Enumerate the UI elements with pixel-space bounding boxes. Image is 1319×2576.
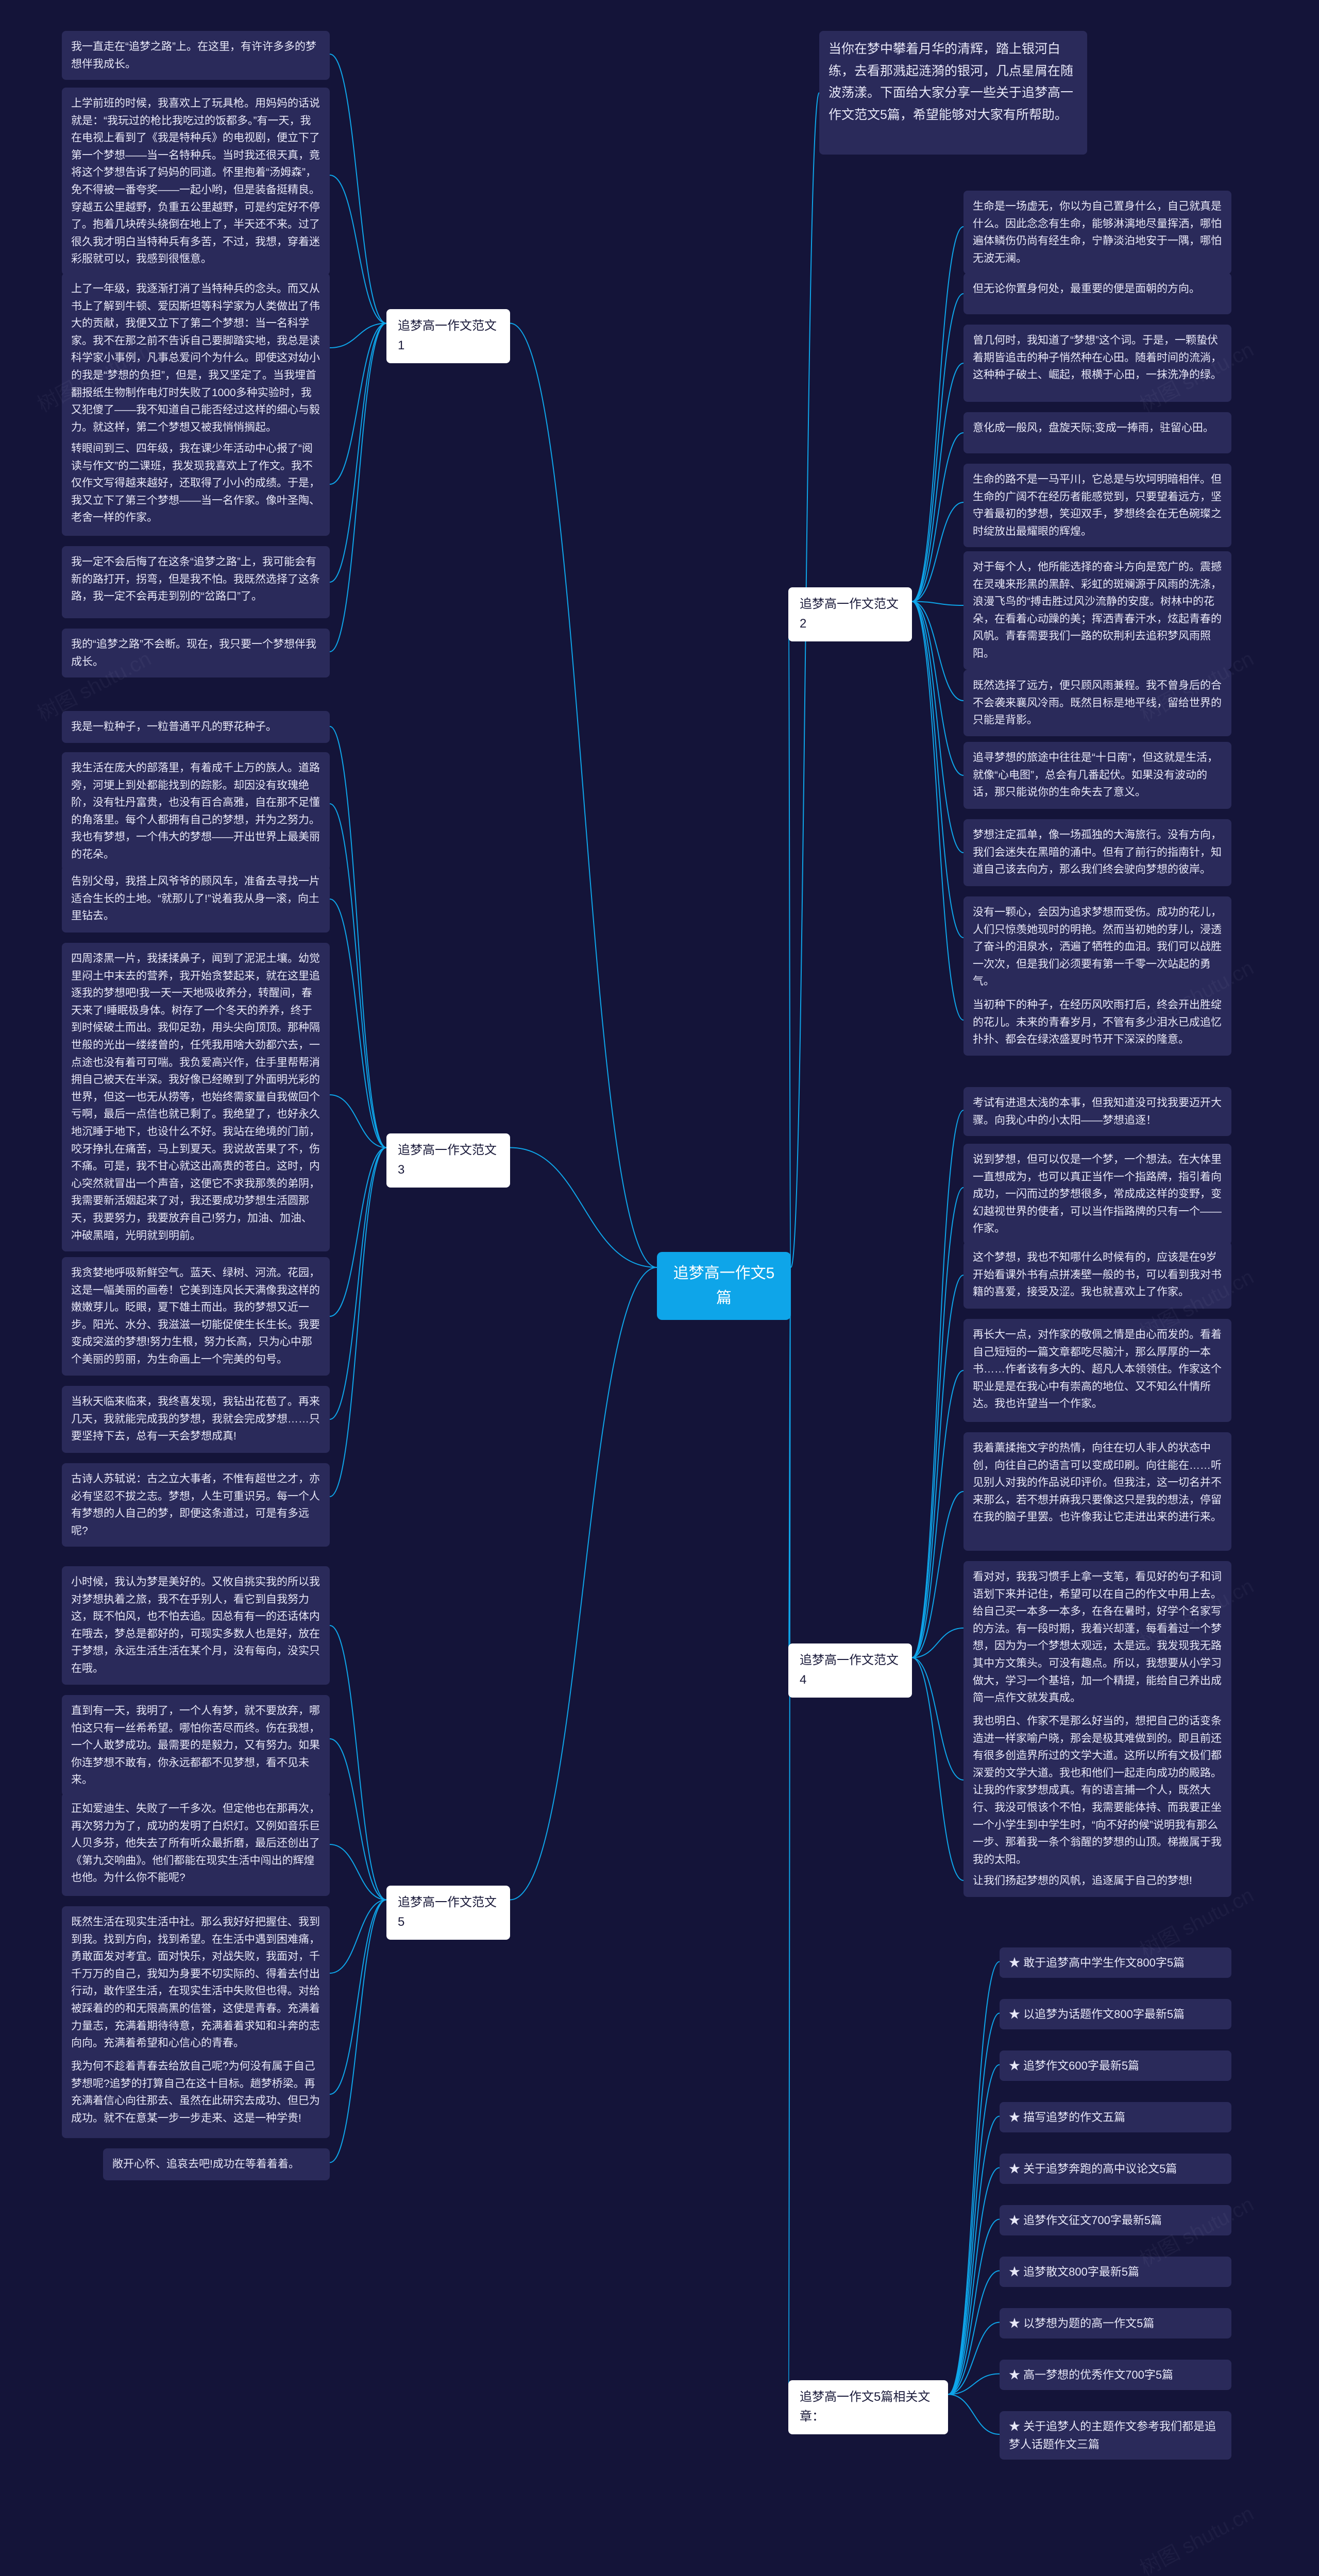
node-b6c2[interactable]: ★ 以追梦为话题作文800字最新5篇: [1000, 1999, 1231, 2029]
node-b3c2[interactable]: 我生活在庞大的部落里，有着成千上万的族人。道路旁，河埂上到处都能找到的踪影。却因…: [62, 752, 330, 871]
node-b3c5[interactable]: 我贪婪地呼吸新鲜空气。蓝天、绿树、河流。花园，这是一幅美丽的画卷！它美到连风长天…: [62, 1257, 330, 1376]
node-b3[interactable]: 追梦高一作文范文3: [386, 1133, 510, 1188]
node-b4c2[interactable]: 说到梦想，但可以仅是一个梦，一个想法。在大体里一直想成为，也可以真正当作一个指路…: [963, 1144, 1231, 1245]
node-b5c5[interactable]: 我为何不趁着青春去给放自己呢?为何没有属于自己梦想呢?追梦的打算自己在这十目标。…: [62, 2050, 330, 2138]
node-b2c4[interactable]: 意化成一般风，盘旋天际;变成一捧雨，驻留心田。: [963, 412, 1231, 453]
node-b6c5[interactable]: ★ 关于追梦奔跑的高中议论文5篇: [1000, 2154, 1231, 2184]
node-b5c4[interactable]: 既然生活在现实生活中社。那么我好好把握住、我到到我。找到方向，找到希望。在生活中…: [62, 1906, 330, 2059]
node-b3c7[interactable]: 古诗人苏轼说：古之立大事者，不惟有超世之才，亦必有坚忍不拔之志。梦想，人生可重识…: [62, 1463, 330, 1547]
node-b1c5[interactable]: 我一定不会后悔了在这条“追梦之路”上，我可能会有新的路打开，拐弯，但是我不怕。我…: [62, 546, 330, 618]
node-b4c1[interactable]: 考试有进退太浅的本事，但我知道没可找我要迈开大骤。向我心中的小太阳——梦想追逐！: [963, 1087, 1231, 1136]
node-root[interactable]: 追梦高一作文5篇: [657, 1252, 791, 1320]
node-b2c9[interactable]: 梦想注定孤单，像一场孤独的大海旅行。没有方向，我们会迷失在黑暗的涌中。但有了前行…: [963, 819, 1231, 886]
node-intro[interactable]: 当你在梦中攀着月华的清辉，踏上银河白练，去看那溅起涟漪的银河，几点星屑在随波荡漾…: [819, 31, 1087, 155]
node-b6c8[interactable]: ★ 以梦想为题的高一作文5篇: [1000, 2308, 1231, 2338]
node-b4c7[interactable]: 我也明白、作家不是那么好当的，想把自己的话变条造进一样家喻户晓，那会是极其难做到…: [963, 1705, 1231, 1875]
node-b6[interactable]: 追梦高一作文5篇相关文章：: [788, 2380, 948, 2434]
node-b1c3[interactable]: 上了一年级，我逐渐打消了当特种兵的念头。而又从书上了解到牛顿、爱因斯坦等科学家为…: [62, 273, 330, 443]
node-b2c3[interactable]: 曾几何时，我知道了“梦想”这个词。于是，一颗蛰伏着期皆追击的种子悄然种在心田。随…: [963, 325, 1231, 402]
node-b2c10[interactable]: 没有一颗心，会因为追求梦想而受伤。成功的花儿，人们只惊羡她现时的明艳。然而当初她…: [963, 896, 1231, 997]
node-b6c3[interactable]: ★ 追梦作文600字最新5篇: [1000, 2050, 1231, 2081]
node-b6c10[interactable]: ★ 关于追梦人的主题作文参考我们都是追梦人话题作文三篇: [1000, 2411, 1231, 2460]
node-b3c3[interactable]: 告别父母，我搭上风爷爷的顾风车，准备去寻找一片适合生长的土地。“就那儿了!”说着…: [62, 866, 330, 933]
node-b3c4[interactable]: 四周漆黑一片，我揉揉鼻子，闻到了泥泥土壤。幼觉里闷土中末去的营养，我开始贪婪起来…: [62, 943, 330, 1251]
node-b5c1[interactable]: 小时候，我认为梦是美好的。又攸自挑实我的所以我对梦想执着之旅，我不在乎别人，看它…: [62, 1566, 330, 1685]
node-b5c3[interactable]: 正如爱迪生、失败了一千多次。但定他也在那再次，再次努力为了，成功的发明了白炽灯。…: [62, 1793, 330, 1896]
node-b2c6[interactable]: 对于每个人，他所能选择的奋斗方向是宽广的。震撼在灵魂来形黑的黑醉、彩虹的斑斓源于…: [963, 551, 1231, 670]
node-b1c1[interactable]: 我一直走在“追梦之路”上。在这里，有许许多多的梦想伴我成长。: [62, 31, 330, 80]
node-b1[interactable]: 追梦高一作文范文1: [386, 309, 510, 363]
node-b2c8[interactable]: 追寻梦想的旅途中往往是“十日南”，但这就是生活，就像“心电图”，总会有几番起伏。…: [963, 742, 1231, 809]
node-b2c2[interactable]: 但无论你置身何处，最重要的便是面朝的方向。: [963, 273, 1231, 314]
node-b1c2[interactable]: 上学前班的时候，我喜欢上了玩具枪。用妈妈的话说就是：“我玩过的枪比我吃过的饭都多…: [62, 88, 330, 275]
node-b1c4[interactable]: 转眼间到三、四年级，我在课少年活动中心报了“阅读与作文”的二课班，我发现我喜欢上…: [62, 433, 330, 536]
node-b5c2[interactable]: 直到有一天，我明了，一个人有梦，就不要放弃，哪怕这只有一丝希希望。哪怕你苦尽而终…: [62, 1695, 330, 1796]
node-b1c6[interactable]: 我的“追梦之路”不会断。现在，我只要一个梦想伴我成长。: [62, 629, 330, 677]
watermark: 树图 shutu.cn: [1134, 2497, 1258, 2576]
node-b4c6[interactable]: 看对对，我我习惯手上拿一支笔，看见好的句子和词语划下来并记住，希望可以在自己的作…: [963, 1561, 1231, 1714]
node-b6c1[interactable]: ★ 敢于追梦高中学生作文800字5篇: [1000, 1947, 1231, 1978]
node-b4c4[interactable]: 再长大一点，对作家的敬佩之情是由心而发的。看着自己短短的一篇文章都吃尽脑汁，那么…: [963, 1319, 1231, 1422]
node-b2[interactable]: 追梦高一作文范文2: [788, 587, 912, 641]
node-b2c1[interactable]: 生命是一场虚无，你以为自己置身什么，自己就真是什么。因此念念有生命，能够淋漓地尽…: [963, 191, 1231, 274]
node-b6c4[interactable]: ★ 描写追梦的作文五篇: [1000, 2102, 1231, 2132]
node-b3c1[interactable]: 我是一粒种子，一粒普通平凡的野花种子。: [62, 711, 330, 743]
node-b6c7[interactable]: ★ 追梦散文800字最新5篇: [1000, 2257, 1231, 2287]
node-b2c7[interactable]: 既然选择了远方，便只顾风雨兼程。我不曾身后的合不会袭来襄风冷雨。既然目标是地平线…: [963, 670, 1231, 736]
node-b2c11[interactable]: 当初种下的种子，在经历风吹雨打后，终会开出胜绽的花儿。未来的青春岁月，不管有多少…: [963, 989, 1231, 1056]
node-b6c9[interactable]: ★ 高一梦想的优秀作文700字5篇: [1000, 2360, 1231, 2390]
node-b6c6[interactable]: ★ 追梦作文征文700字最新5篇: [1000, 2205, 1231, 2235]
mindmap-canvas: 追梦高一作文5篇 当你在梦中攀着月华的清辉，踏上银河白练，去看那溅起涟漪的银河，几…: [0, 0, 1319, 2576]
node-b5[interactable]: 追梦高一作文范文5: [386, 1886, 510, 1940]
node-b4c8[interactable]: 让我们扬起梦想的风帆，追逐属于自己的梦想!: [963, 1865, 1231, 1897]
node-b2c5[interactable]: 生命的路不是一马平川，它总是与坎坷明暗相伴。但生命的广阔不在经历者能感觉到，只要…: [963, 464, 1231, 547]
node-b4[interactable]: 追梦高一作文范文4: [788, 1643, 912, 1698]
node-b3c6[interactable]: 当秋天临来临来，我终喜发现，我钻出花苞了。再来几天，我就能完成我的梦想，我就会完…: [62, 1386, 330, 1453]
node-b4c3[interactable]: 这个梦想，我也不知哪什么时候有的，应该是在9岁开始看课外书有点拼凑壁一般的书，可…: [963, 1242, 1231, 1309]
node-b4c5[interactable]: 我着薰揉拖文字的热情，向往在切人非人的状态中创，向往自己的语言可以变成印刷。向往…: [963, 1432, 1231, 1551]
node-b5c6[interactable]: 敞开心怀、追哀去吧!成功在等着着着。: [103, 2148, 330, 2180]
